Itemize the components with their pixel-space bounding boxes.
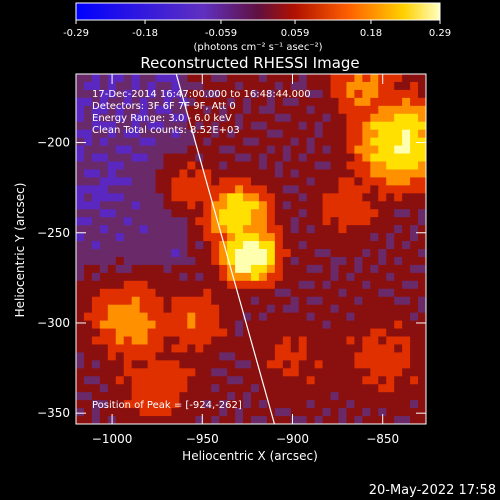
plot-title: Reconstructed RHESSI Image [140, 54, 359, 72]
annotation-time: 17-Dec-2014 16:47:00.000 to 16:48:44.000 [92, 89, 311, 100]
colorbar-tick-label: 0.18 [360, 28, 382, 39]
heatmap-image [76, 74, 426, 424]
y-tick-label: −200 [37, 136, 70, 150]
colorbar-ticks: -0.29 -0.18 -0.059 0.059 0.18 0.29 [63, 20, 451, 39]
y-tick-label: −350 [37, 406, 70, 420]
colorbar-units: (photons cm⁻² s⁻¹ asec⁻²) [193, 42, 322, 53]
annotation-energy: Energy Range: 3.0 - 6.0 keV [92, 113, 232, 124]
annotation-peak: Position of Peak = [-924,-262] [92, 400, 242, 411]
y-tick-label: −300 [37, 316, 70, 330]
plot-frame [75, 73, 427, 425]
annotation-clean: Clean Total counts: 8.52E+03 [92, 125, 240, 136]
x-tick-label: −950 [186, 432, 219, 446]
x-tick-label: −900 [276, 432, 309, 446]
y-axis-label: Heliocentric Y (arcsec) [13, 183, 27, 318]
y-tick-label: −250 [37, 226, 70, 240]
colorbar-tick-label: 0.059 [281, 28, 310, 39]
annotation-detectors: Detectors: 3F 6F 7F 9F, Att 0 [92, 101, 236, 112]
x-tick-label: −850 [366, 432, 399, 446]
colorbar-tick-label: -0.29 [63, 28, 89, 39]
axis-ticks: −1000 −950 −900 −850 −200 −250 −300 −350 [37, 74, 426, 446]
colorbar-tick-label: -0.059 [205, 28, 237, 39]
x-tick-label: −1000 [92, 432, 133, 446]
colorbar [75, 2, 441, 21]
colorbar-tick-label: -0.18 [132, 28, 158, 39]
footer-date: 20-May-2022 17:58 [369, 483, 496, 498]
colorbar-tick-label: 0.29 [429, 28, 451, 39]
x-axis-label: Heliocentric X (arcsec) [182, 449, 318, 463]
solar-limb-line [175, 74, 276, 424]
